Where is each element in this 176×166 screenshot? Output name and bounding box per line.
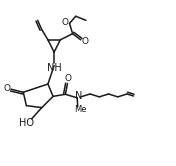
Text: N: N bbox=[75, 91, 82, 101]
Text: HO: HO bbox=[19, 118, 34, 128]
Text: NH: NH bbox=[47, 63, 62, 73]
Text: O: O bbox=[3, 84, 10, 93]
Text: O: O bbox=[82, 37, 89, 46]
Text: O: O bbox=[65, 74, 72, 83]
Text: Me: Me bbox=[74, 105, 87, 114]
Text: O: O bbox=[61, 18, 68, 27]
